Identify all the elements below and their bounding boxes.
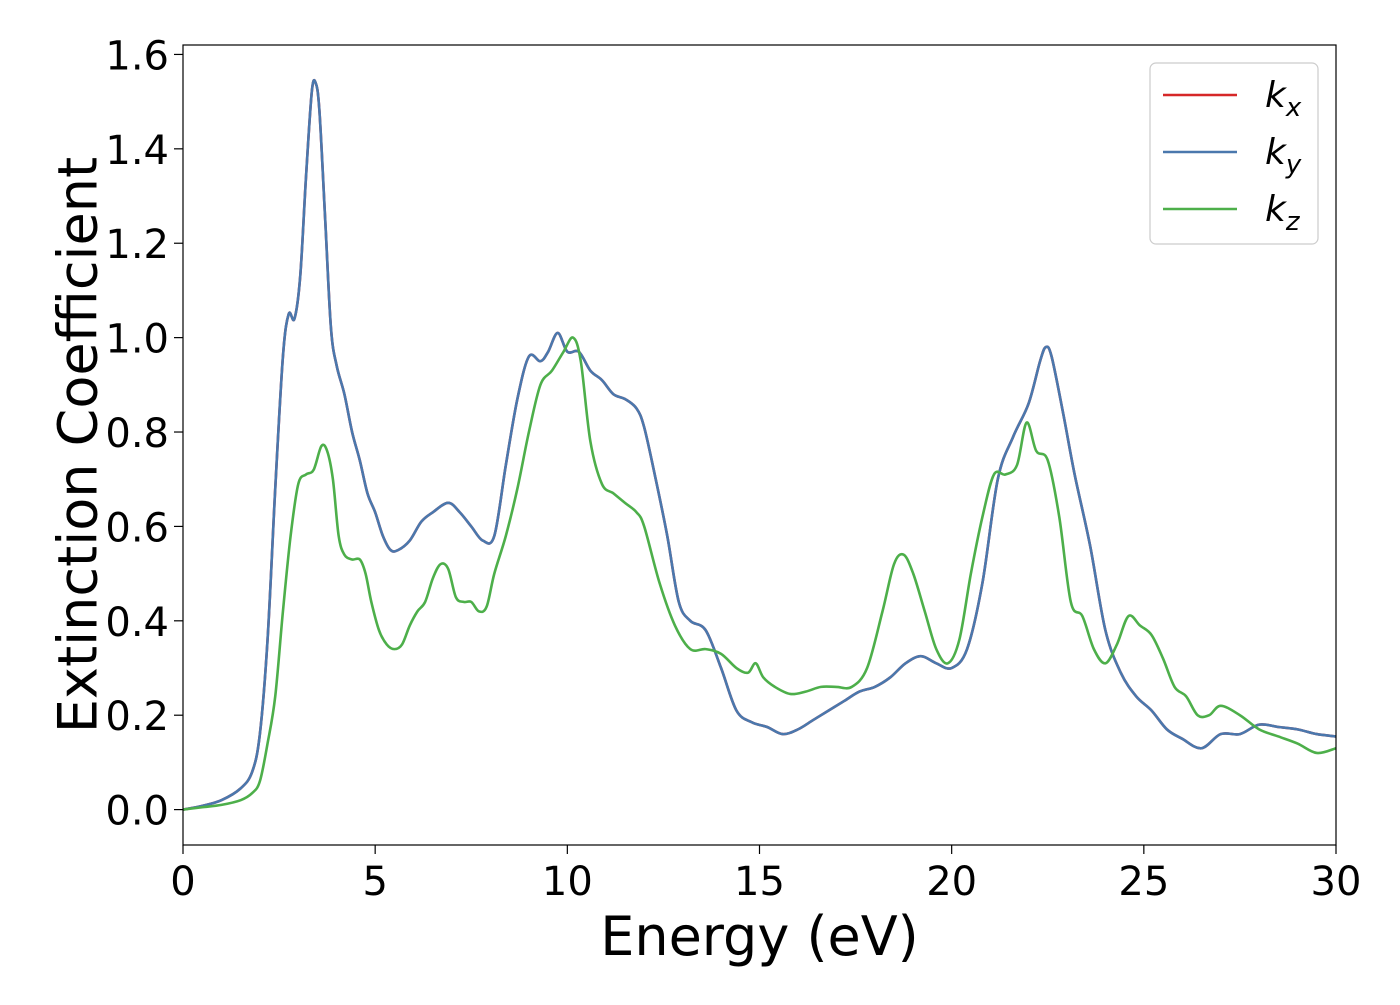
x-tick-label: 10 [542, 859, 593, 905]
series-line-z [183, 336, 1336, 811]
x-tick-label: 5 [362, 859, 387, 905]
legend-label-base: k [1265, 132, 1288, 173]
x-tick-label: 20 [926, 859, 977, 905]
x-tick-label: 15 [734, 859, 785, 905]
legend-label-z: kz [1265, 189, 1301, 237]
x-tick-label: 30 [1311, 859, 1362, 905]
y-tick-label: 1.2 [105, 222, 169, 268]
x-axis-ticks: 0 5 10 15 20 25 30 [170, 845, 1361, 905]
y-tick-label: 0.4 [105, 600, 169, 646]
legend-label-base: k [1265, 75, 1288, 116]
y-tick-label: 1.4 [105, 128, 169, 174]
y-tick-label: 0.0 [105, 789, 169, 835]
y-tick-label: 1.6 [105, 33, 169, 79]
x-tick-label: 25 [1118, 859, 1169, 905]
legend-label-subscript: z [1285, 207, 1301, 237]
legend-label-subscript: y [1285, 150, 1302, 180]
legend-label-base: k [1265, 189, 1288, 230]
legend-box [1149, 62, 1319, 245]
y-tick-label: 0.6 [105, 505, 169, 551]
legend-label-subscript: x [1285, 93, 1302, 123]
y-tick-label: 0.2 [105, 694, 169, 740]
x-axis-label: Energy (eV) [600, 905, 919, 968]
y-tick-label: 1.0 [105, 317, 169, 363]
legend-label-x: kx [1265, 75, 1302, 123]
y-tick-label: 0.8 [105, 411, 169, 457]
series-line-y [183, 78, 1336, 811]
y-axis-label: Extinction Coefficient [47, 157, 110, 733]
series-layer [183, 78, 1336, 811]
y-axis-ticks: 0.0 0.2 0.4 0.6 0.8 1.0 1.2 1.4 1.6 [105, 33, 183, 835]
x-tick-label: 0 [170, 859, 195, 905]
legend-label-y: ky [1265, 132, 1302, 180]
